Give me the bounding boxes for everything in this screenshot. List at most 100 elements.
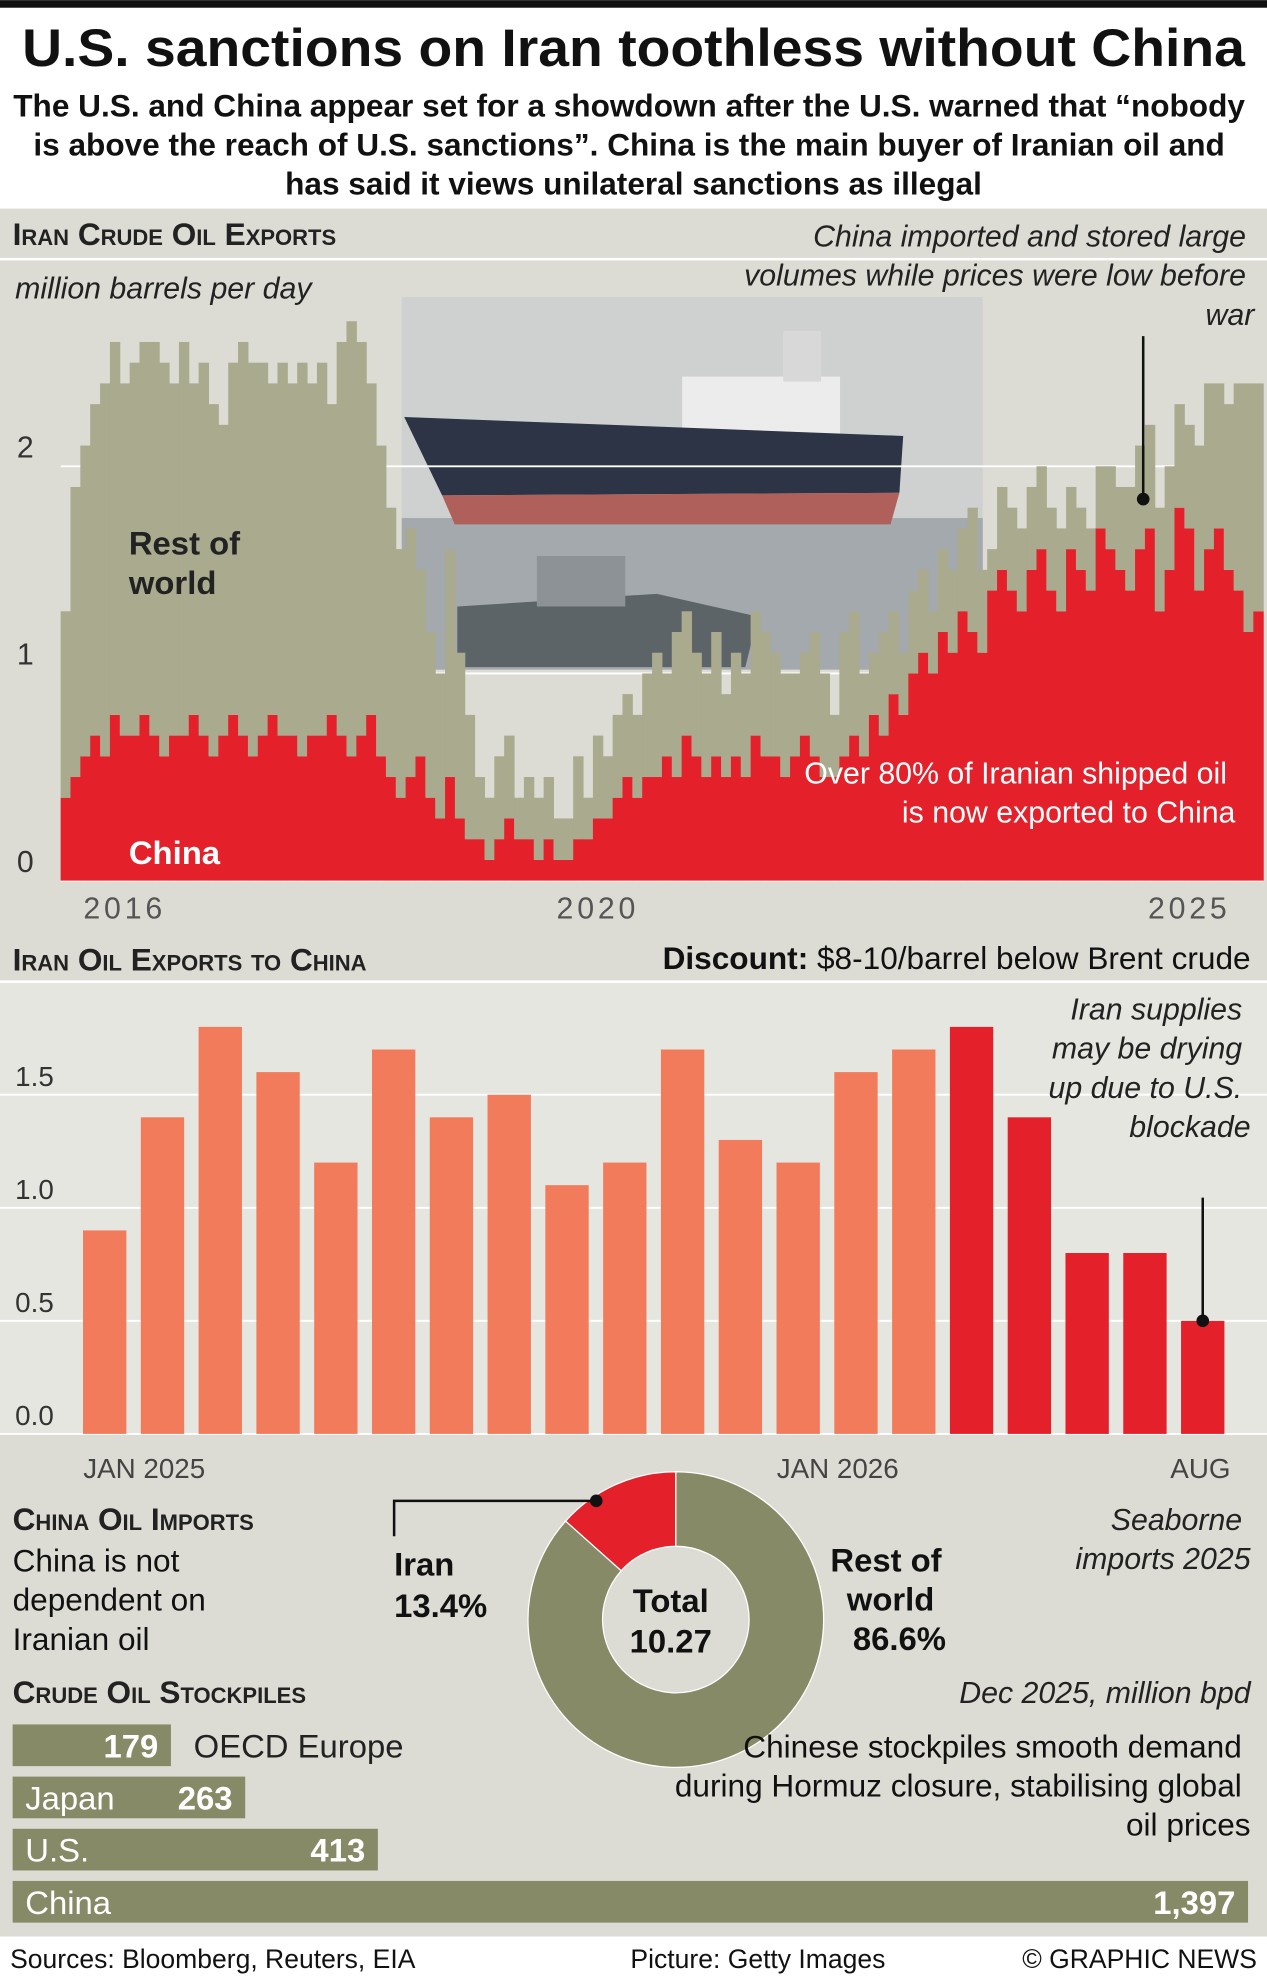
leader-line [392, 1499, 597, 1537]
bar-segment [504, 735, 515, 819]
bar-segment [839, 756, 850, 881]
bar [140, 1117, 185, 1434]
bar-segment [1233, 590, 1245, 881]
bar-segment [691, 652, 702, 757]
text-line: The U.S. and China appear set for a show… [13, 87, 1253, 123]
sources: Sources: Bloomberg, Reuters, EIA [10, 1944, 416, 1974]
bar-segment [257, 362, 269, 736]
text-line: Over 80% of Iranian shipped oil [804, 757, 1235, 790]
bar-segment [859, 673, 870, 757]
bar-segment [701, 777, 712, 881]
bar-segment [553, 818, 564, 860]
bar-segment [464, 714, 476, 840]
leader-dot [1136, 492, 1150, 506]
bar-segment [247, 362, 259, 757]
slice-label: Iran [394, 1545, 454, 1582]
bar-segment [592, 818, 604, 881]
bar-segment [701, 673, 712, 778]
category-label: U.S. [25, 1832, 89, 1869]
bar-segment [1046, 590, 1057, 881]
bar-segment [218, 424, 229, 736]
bar-segment [1036, 466, 1047, 550]
bar-segment [908, 673, 919, 881]
bar [603, 1162, 647, 1434]
bar-segment [247, 756, 259, 881]
bar-segment [1075, 569, 1087, 881]
bar-segment [661, 756, 673, 881]
bar-segment [159, 362, 170, 757]
bar-segment [652, 652, 663, 778]
bar-segment [1164, 569, 1176, 881]
bar-segment [829, 777, 840, 881]
bar-segment [405, 777, 416, 881]
bar-segment [740, 777, 752, 881]
slice-label: Rest of world [830, 1542, 950, 1618]
bar-segment [445, 777, 456, 881]
text-line: Rest of [830, 1542, 950, 1579]
bar-segment [533, 797, 545, 860]
bar-segment [898, 652, 909, 715]
bar-segment [947, 569, 959, 653]
bar-segment [474, 839, 485, 881]
footer-bg [0, 1936, 1267, 1981]
bar-segment [376, 445, 387, 757]
bar-segment [297, 756, 308, 881]
value-label: 179 [104, 1727, 159, 1764]
bar-segment [918, 652, 929, 881]
bar-segment [967, 507, 978, 633]
bar-segment [790, 673, 801, 757]
bar-segment [1006, 507, 1018, 591]
bar-segment [1154, 507, 1166, 612]
bar-segment [632, 797, 643, 881]
bar-segment [888, 694, 899, 881]
bar-segment [730, 652, 742, 757]
bar-segment [277, 362, 288, 736]
bar-segment [937, 632, 949, 881]
text-line: may be drying [1052, 1033, 1251, 1066]
bar-segment [178, 735, 190, 881]
photo-ship-hull-lower [442, 492, 900, 525]
slice-value: 86.6% [853, 1620, 946, 1657]
top-rule [0, 0, 1267, 8]
bar-segment [149, 735, 160, 881]
bar-segment [366, 383, 377, 715]
bar-segment [326, 404, 338, 715]
bar-segment [454, 818, 466, 881]
bar-segment [385, 507, 397, 778]
bar-segment [129, 362, 140, 736]
bar [949, 1026, 994, 1434]
bar-segment [1204, 383, 1215, 550]
credit: © GRAPHIC NEWS [1022, 1944, 1257, 1974]
bar-segment [1075, 507, 1087, 570]
total-value: 10.27 [630, 1622, 712, 1659]
text-line: world [128, 564, 217, 601]
x-tick-label: AUG [1170, 1453, 1230, 1484]
bar-segment [119, 735, 131, 881]
bar-segment [1154, 611, 1166, 881]
bar-segment [583, 839, 594, 881]
value-label: 413 [310, 1832, 365, 1869]
bar-segment [780, 673, 791, 778]
bar-segment [987, 590, 998, 881]
bar-segment [80, 756, 91, 881]
bar-segment [80, 445, 91, 757]
bar [660, 1049, 705, 1434]
bar-segment [1135, 549, 1146, 881]
bar-segment [316, 362, 328, 736]
annotation: China imported and stored large volumes … [744, 220, 1256, 331]
bar-segment [139, 341, 150, 715]
bar-segment [750, 735, 761, 881]
bar [256, 1072, 300, 1434]
bar-segment [602, 756, 614, 819]
bar-segment [711, 756, 722, 881]
bar-segment [198, 362, 209, 736]
y-tick-label: 1.0 [15, 1174, 54, 1205]
bar-segment [1204, 549, 1215, 881]
series-label: China [129, 834, 221, 871]
bar-segment [671, 777, 683, 881]
bar-segment [287, 735, 298, 881]
bar-segment [573, 756, 584, 840]
bar-segment [307, 735, 318, 881]
y-tick-label: 2 [17, 431, 34, 464]
